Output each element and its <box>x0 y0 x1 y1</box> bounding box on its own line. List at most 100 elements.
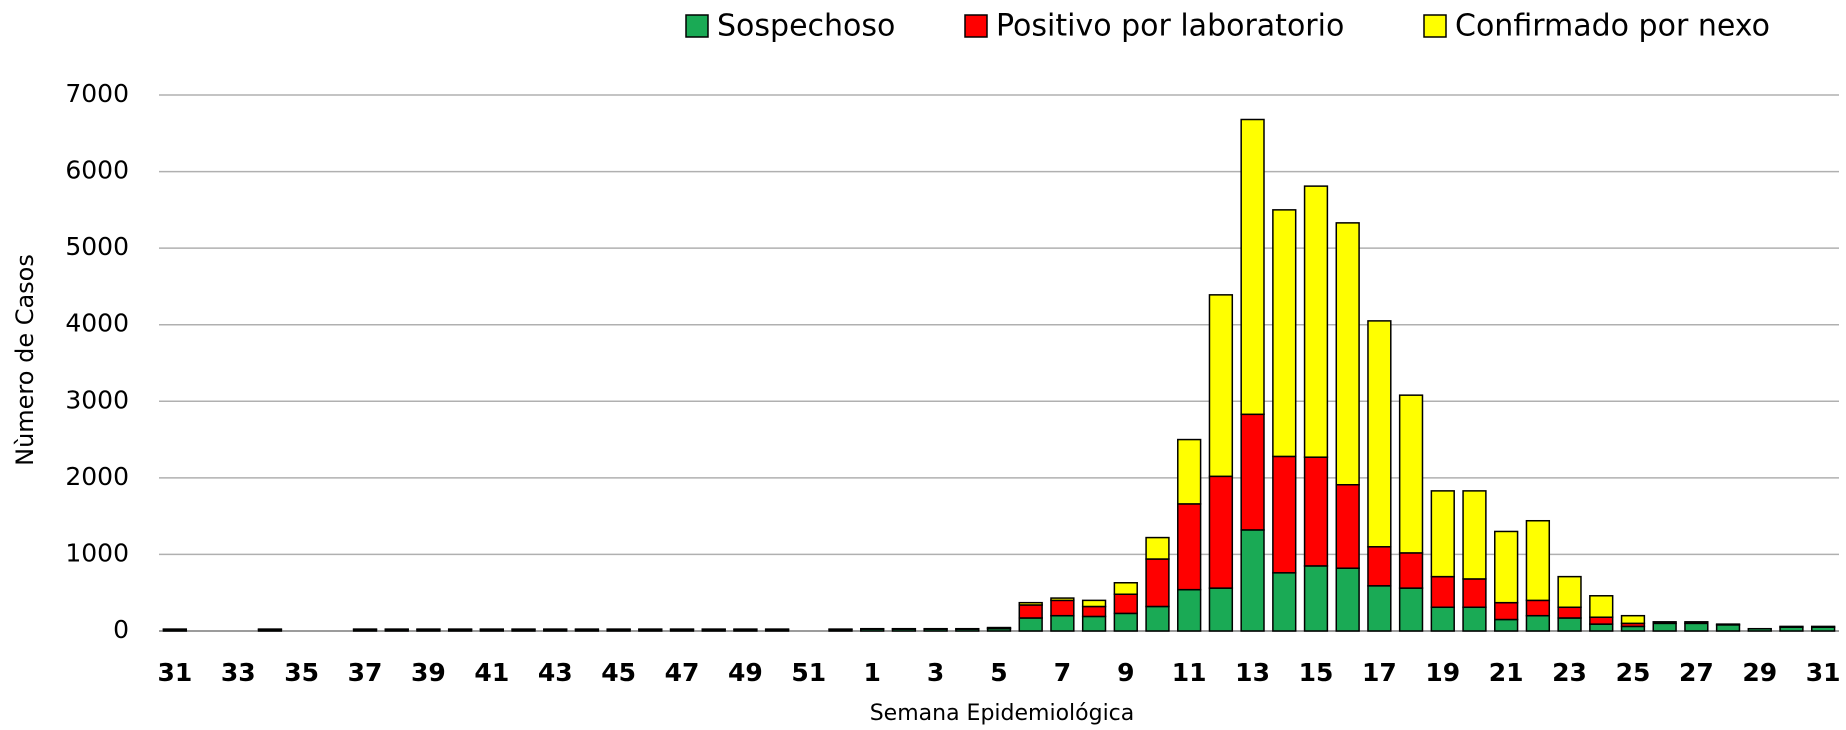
legend-label: Confirmado por nexo <box>1455 9 1770 44</box>
x-tick-label: 31 <box>157 658 192 687</box>
legend-swatch <box>1423 14 1447 38</box>
bar-segment <box>1494 530 1519 604</box>
bar-segment <box>1335 483 1360 569</box>
bar-segment <box>1113 612 1138 632</box>
y-tick-label: 0 <box>113 615 129 644</box>
bar-segment <box>1684 621 1709 625</box>
bar-segment <box>1525 599 1551 617</box>
bar-segment <box>1589 595 1614 618</box>
bar-segment <box>1208 587 1234 632</box>
bar-segment <box>1018 601 1043 606</box>
bar-segment <box>1081 599 1107 608</box>
bar-segment <box>1303 185 1329 458</box>
bar-segment <box>1113 593 1138 615</box>
x-tick-label: 1 <box>864 658 881 687</box>
bar-segment <box>1462 490 1487 580</box>
bar-segment <box>1272 572 1297 632</box>
bar-segment <box>1462 578 1487 609</box>
bar-segment <box>1145 558 1170 608</box>
bar-segment <box>1367 546 1392 587</box>
bar-segment <box>1557 575 1582 609</box>
bar-segment <box>1398 587 1424 632</box>
bar-segment <box>1272 455 1297 574</box>
x-tick-label: 41 <box>474 658 509 687</box>
bar-segment <box>1810 625 1836 628</box>
bar-segment <box>1715 624 1741 632</box>
bar-segment <box>1589 616 1614 625</box>
bar-segment <box>1113 582 1138 595</box>
x-tick-label: 43 <box>538 658 573 687</box>
bar-segment <box>1715 623 1741 626</box>
bar-segment <box>1208 475 1234 589</box>
x-tick-label: 21 <box>1489 658 1524 687</box>
bar-segment <box>1240 529 1265 632</box>
bar-segment <box>1240 118 1265 416</box>
x-tick-label: 51 <box>791 658 826 687</box>
bar-segment <box>1335 222 1360 486</box>
x-tick-label: 19 <box>1425 658 1460 687</box>
y-axis-title: Nùmero de Casos <box>11 254 39 466</box>
x-tick-label: 33 <box>221 658 256 687</box>
legend-label: Sospechoso <box>717 9 895 44</box>
x-tick-label: 45 <box>601 658 636 687</box>
y-tick-label: 6000 <box>65 156 129 185</box>
x-tick-label: 9 <box>1117 658 1134 687</box>
bar-segment <box>1272 209 1297 458</box>
x-tick-label: 17 <box>1362 658 1397 687</box>
bar-segment <box>1462 606 1487 632</box>
bar-segment <box>1303 456 1329 567</box>
bar-segment <box>1367 585 1392 632</box>
x-tick-label: 5 <box>990 658 1007 687</box>
bar-segment <box>1145 605 1170 632</box>
legend-swatch <box>685 14 709 38</box>
bar-segment <box>1177 503 1202 591</box>
bar-segment <box>1208 294 1234 478</box>
bar-segment <box>1589 623 1614 632</box>
bar-segment <box>1557 617 1582 632</box>
x-tick-label: 23 <box>1552 658 1587 687</box>
y-tick-label: 3000 <box>65 385 129 414</box>
bar-segment <box>1525 519 1551 602</box>
bar-segment <box>1494 618 1519 632</box>
bar-segment <box>1335 567 1360 632</box>
x-tick-label: 39 <box>411 658 446 687</box>
x-tick-label: 29 <box>1742 658 1777 687</box>
bar-segment <box>1081 615 1107 632</box>
bar-segment <box>1398 552 1424 589</box>
bar-segment <box>1050 597 1075 602</box>
bar-segment <box>1430 490 1455 578</box>
y-tick-label: 7000 <box>65 79 129 108</box>
x-tick-label: 3 <box>927 658 944 687</box>
x-tick-label: 31 <box>1806 658 1841 687</box>
x-tick-label: 13 <box>1235 658 1270 687</box>
bar-segment <box>1177 438 1202 505</box>
bar-segment <box>1367 320 1392 548</box>
bar-segment <box>1779 625 1804 628</box>
y-tick-label: 2000 <box>65 462 129 491</box>
x-tick-label: 35 <box>284 658 319 687</box>
y-tick-label: 4000 <box>65 309 129 338</box>
bar-segment <box>1684 622 1709 632</box>
legend-swatch <box>964 14 988 38</box>
x-tick-label: 15 <box>1299 658 1334 687</box>
bar-segment <box>1018 604 1043 619</box>
bar-segment <box>1398 394 1424 554</box>
bar-segment <box>1177 588 1202 632</box>
x-tick-label: 25 <box>1616 658 1651 687</box>
x-axis-title: Semana Epidemiológica <box>870 701 1135 726</box>
x-tick-label: 27 <box>1679 658 1714 687</box>
bar-segment <box>1525 614 1551 632</box>
bar-segment <box>1145 536 1170 560</box>
bar-segment <box>1303 565 1329 632</box>
x-tick-label: 11 <box>1172 658 1207 687</box>
bar-segment <box>1240 413 1265 531</box>
bar-segment <box>1747 627 1772 632</box>
x-tick-label: 47 <box>665 658 700 687</box>
bar-segment <box>1652 622 1677 632</box>
bar-segment <box>1557 606 1582 619</box>
x-tick-label: 49 <box>728 658 763 687</box>
bar-segment <box>1494 601 1519 621</box>
x-tick-label: 37 <box>348 658 383 687</box>
y-tick-label: 1000 <box>65 538 129 567</box>
